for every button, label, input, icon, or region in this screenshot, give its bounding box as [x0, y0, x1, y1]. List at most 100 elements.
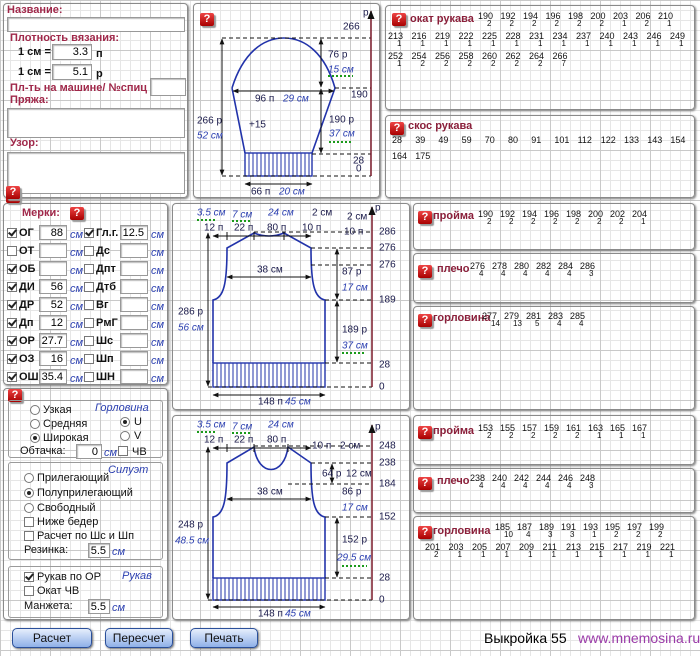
- checkbox[interactable]: [118, 446, 128, 456]
- checkbox[interactable]: [24, 572, 34, 582]
- help-icon[interactable]: ?: [70, 207, 84, 220]
- help-icon[interactable]: ?: [418, 265, 432, 278]
- input-field[interactable]: [120, 315, 148, 330]
- radio-button[interactable]: [24, 488, 34, 498]
- input-field[interactable]: [120, 369, 148, 384]
- checkbox[interactable]: [84, 372, 94, 382]
- input-field[interactable]: 52: [39, 297, 67, 312]
- checkbox[interactable]: [7, 228, 17, 238]
- help-icon[interactable]: ?: [392, 13, 406, 26]
- measure-label: ОЗ: [19, 353, 35, 365]
- silhouette-group: [8, 462, 163, 560]
- radio-button[interactable]: [30, 405, 40, 415]
- seq-count: 1: [632, 39, 637, 48]
- help-icon[interactable]: ?: [418, 314, 432, 327]
- checkbox[interactable]: [7, 246, 17, 256]
- seq-count: 2: [553, 217, 558, 226]
- radio-button[interactable]: [24, 473, 34, 483]
- input-field[interactable]: 5.1: [52, 64, 92, 80]
- dimension-label: 22 п: [234, 223, 253, 234]
- help-icon[interactable]: ?: [418, 526, 432, 539]
- checkbox[interactable]: [84, 282, 94, 292]
- help-icon[interactable]: ?: [8, 389, 22, 402]
- button[interactable]: Пересчет: [105, 628, 173, 648]
- checkbox[interactable]: [7, 300, 17, 310]
- seq-value: 242: [514, 473, 530, 483]
- measures-panel: [3, 203, 168, 385]
- seq-count: 1: [528, 550, 533, 559]
- input-field[interactable]: 35.4: [39, 369, 67, 384]
- checkbox[interactable]: [24, 586, 34, 596]
- checkbox[interactable]: [7, 282, 17, 292]
- input-field[interactable]: 56: [39, 279, 67, 294]
- radio-button[interactable]: [120, 417, 130, 427]
- input-field[interactable]: 88: [39, 225, 67, 240]
- input-field[interactable]: [39, 261, 67, 276]
- checkbox[interactable]: [84, 264, 94, 274]
- measure-label: ДР: [19, 299, 35, 311]
- dimension-label: 3.5 см: [197, 208, 226, 219]
- radio-button[interactable]: [24, 503, 34, 513]
- radio-button[interactable]: [30, 419, 40, 429]
- checkbox[interactable]: [7, 264, 17, 274]
- checkbox[interactable]: [84, 228, 94, 238]
- dimension-label: 28: [379, 360, 391, 371]
- input-field[interactable]: [120, 351, 148, 366]
- checkbox[interactable]: [24, 517, 34, 527]
- input-field[interactable]: 0: [76, 444, 102, 459]
- seq-count: 2: [575, 217, 580, 226]
- help-icon[interactable]: ?: [6, 186, 20, 199]
- checkbox[interactable]: [7, 372, 17, 382]
- input-field[interactable]: [120, 279, 148, 294]
- section-title: пройма: [433, 425, 474, 437]
- help-icon[interactable]: ?: [390, 122, 404, 135]
- checkbox[interactable]: [84, 300, 94, 310]
- checkbox[interactable]: [84, 354, 94, 364]
- dimension-label: 52 см: [197, 131, 223, 142]
- checkbox[interactable]: [7, 318, 17, 328]
- dimension-label: 248 р: [178, 520, 203, 531]
- sleeve-cap-panel: [385, 5, 695, 110]
- button[interactable]: Расчет: [12, 628, 92, 648]
- help-icon[interactable]: ?: [418, 211, 432, 224]
- input-field[interactable]: [120, 297, 148, 312]
- dimension-label: 48.5 см: [175, 536, 209, 547]
- options-panel: [3, 388, 168, 620]
- input-field[interactable]: 5.5: [88, 599, 110, 614]
- button[interactable]: Печать: [190, 628, 258, 648]
- sleeve-group: [8, 566, 163, 618]
- radio-button[interactable]: [120, 431, 130, 441]
- input-field[interactable]: [120, 333, 148, 348]
- density-unit: р: [96, 68, 103, 80]
- seq-count: 2: [467, 59, 472, 68]
- radio-button[interactable]: [30, 433, 40, 443]
- help-icon[interactable]: ?: [418, 426, 432, 439]
- input-field[interactable]: 16: [39, 351, 67, 366]
- input-field[interactable]: 12.5: [120, 225, 148, 240]
- help-icon[interactable]: ?: [200, 13, 214, 26]
- site-link[interactable]: www.mnemosina.ru: [578, 630, 700, 646]
- help-icon[interactable]: ?: [418, 477, 432, 490]
- seq-count: 2: [532, 19, 537, 28]
- seq-value: 143: [647, 135, 663, 145]
- seq-value: 221: [660, 542, 676, 552]
- seq-value: 203: [448, 542, 464, 552]
- checkbox[interactable]: [7, 354, 17, 364]
- checkbox[interactable]: [7, 336, 17, 346]
- input-field[interactable]: [120, 243, 148, 258]
- input-field[interactable]: 5.5: [88, 543, 110, 558]
- seq-value: 153: [478, 423, 494, 433]
- input-field[interactable]: 12: [39, 315, 67, 330]
- input-field[interactable]: 27.7: [39, 333, 67, 348]
- input-field[interactable]: [39, 243, 67, 258]
- seq-count: 2: [577, 19, 582, 28]
- checkbox[interactable]: [84, 336, 94, 346]
- checkbox[interactable]: [84, 318, 94, 328]
- checkbox[interactable]: [84, 246, 94, 256]
- input-field[interactable]: [120, 261, 148, 276]
- measure-unit: см: [151, 247, 165, 259]
- input-field[interactable]: 3.3: [52, 44, 92, 60]
- measure-label: РмГ: [96, 317, 118, 329]
- checkbox[interactable]: [24, 531, 34, 541]
- back-diagram-panel: [172, 203, 410, 410]
